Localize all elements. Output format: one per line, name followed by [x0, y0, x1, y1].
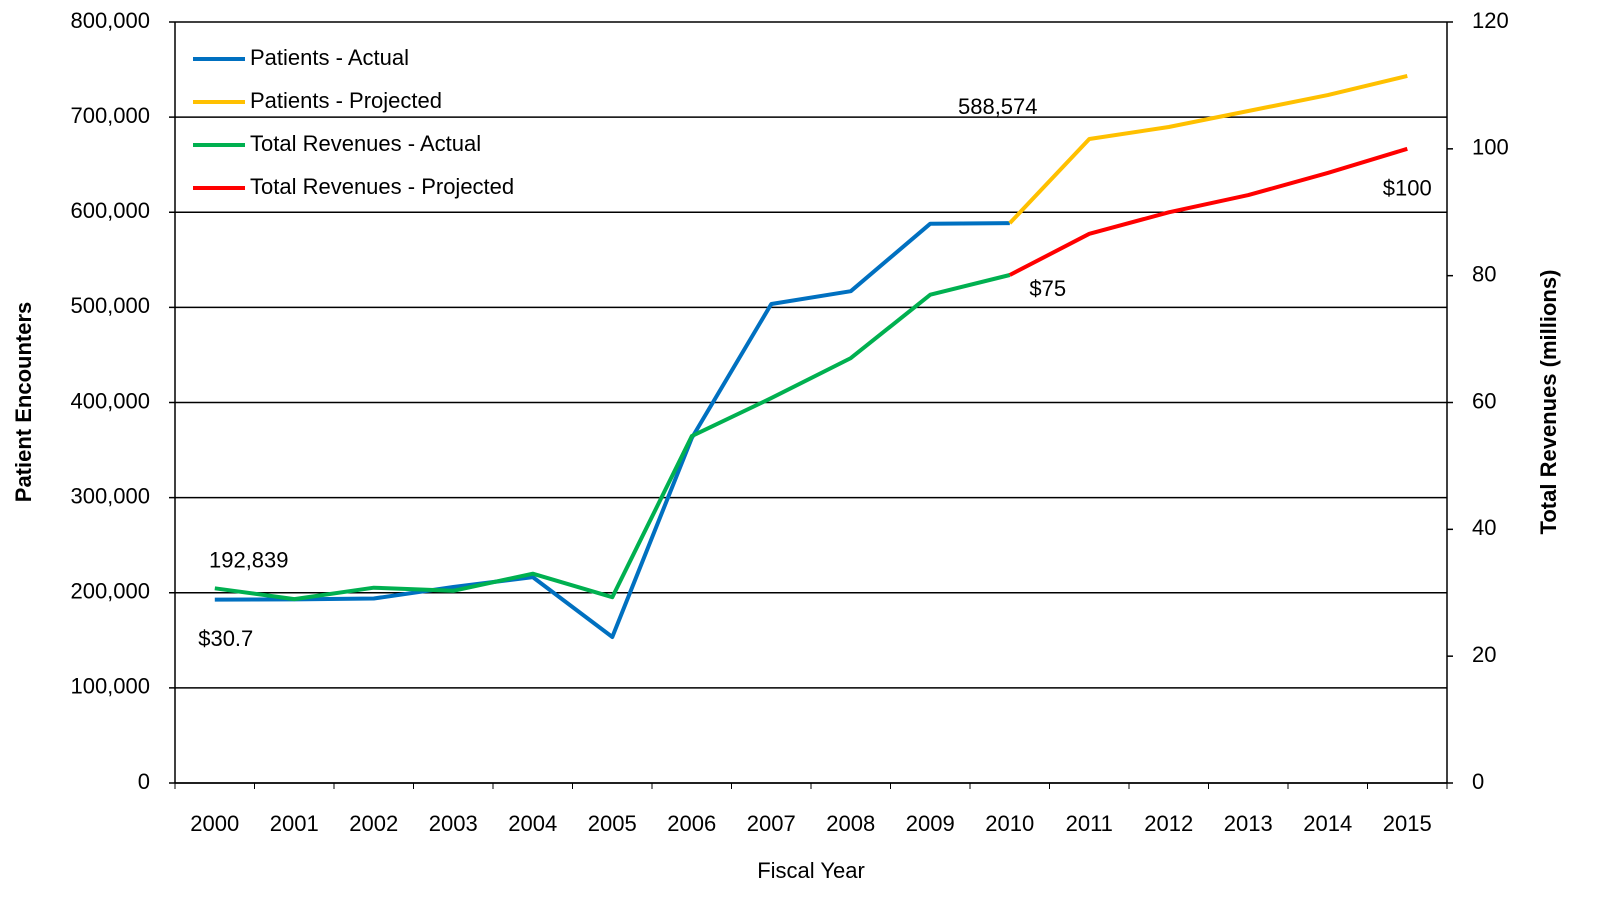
y2-tick-label: 60 — [1472, 388, 1496, 413]
x-tick-label: 2011 — [1066, 811, 1113, 836]
annotation: $75 — [1029, 276, 1066, 301]
y2-tick-label: 20 — [1472, 642, 1496, 667]
annotation: 588,574 — [958, 94, 1038, 119]
y-tick-label: 800,000 — [70, 8, 150, 33]
x-tick-label: 2012 — [1144, 811, 1193, 836]
x-tick-label: 2008 — [826, 811, 875, 836]
y-axis-title: Patient Encounters — [11, 302, 36, 502]
y2-tick-label: 40 — [1472, 515, 1496, 540]
series-line — [214, 273, 1011, 602]
series-line — [1008, 73, 1408, 225]
y-tick-label: 600,000 — [70, 198, 150, 223]
y2-tick-label: 80 — [1472, 261, 1496, 286]
legend-label: Total Revenues - Projected — [250, 174, 514, 199]
x-tick-label: 2004 — [508, 811, 557, 836]
y-tick-label: 100,000 — [70, 674, 150, 699]
annotation: 192,839 — [209, 547, 289, 572]
x-tick-label: 2003 — [429, 811, 478, 836]
series-line — [1008, 146, 1408, 277]
y-tick-label: 500,000 — [70, 293, 150, 318]
x-tick-label: 2014 — [1303, 811, 1352, 836]
legend-label: Patients - Actual — [250, 45, 409, 70]
annotation: $100 — [1383, 176, 1432, 201]
series-line — [214, 221, 1010, 639]
x-tick-label: 2007 — [747, 811, 796, 836]
x-tick-label: 2009 — [906, 811, 955, 836]
legend-label: Patients - Projected — [250, 88, 442, 113]
y2-tick-label: 120 — [1472, 8, 1509, 33]
x-axis-title: Fiscal Year — [757, 858, 865, 883]
x-tick-label: 2005 — [588, 811, 637, 836]
x-tick-label: 2006 — [667, 811, 716, 836]
y2-tick-label: 0 — [1472, 769, 1484, 794]
x-tick-label: 2015 — [1383, 811, 1432, 836]
y-tick-label: 0 — [138, 769, 150, 794]
x-tick-label: 2002 — [349, 811, 398, 836]
annotation: $30.7 — [198, 626, 253, 651]
x-tick-label: 2001 — [270, 811, 319, 836]
x-tick-label: 2000 — [190, 811, 239, 836]
y-tick-label: 200,000 — [70, 579, 150, 604]
x-tick-label: 2013 — [1224, 811, 1273, 836]
y2-tick-label: 100 — [1472, 135, 1509, 160]
y2-axis-title: Total Revenues (millions) — [1536, 270, 1561, 535]
y-tick-label: 700,000 — [70, 103, 150, 128]
y-tick-label: 400,000 — [70, 388, 150, 413]
x-tick-label: 2010 — [985, 811, 1034, 836]
legend-label: Total Revenues - Actual — [250, 131, 481, 156]
y-tick-label: 300,000 — [70, 483, 150, 508]
